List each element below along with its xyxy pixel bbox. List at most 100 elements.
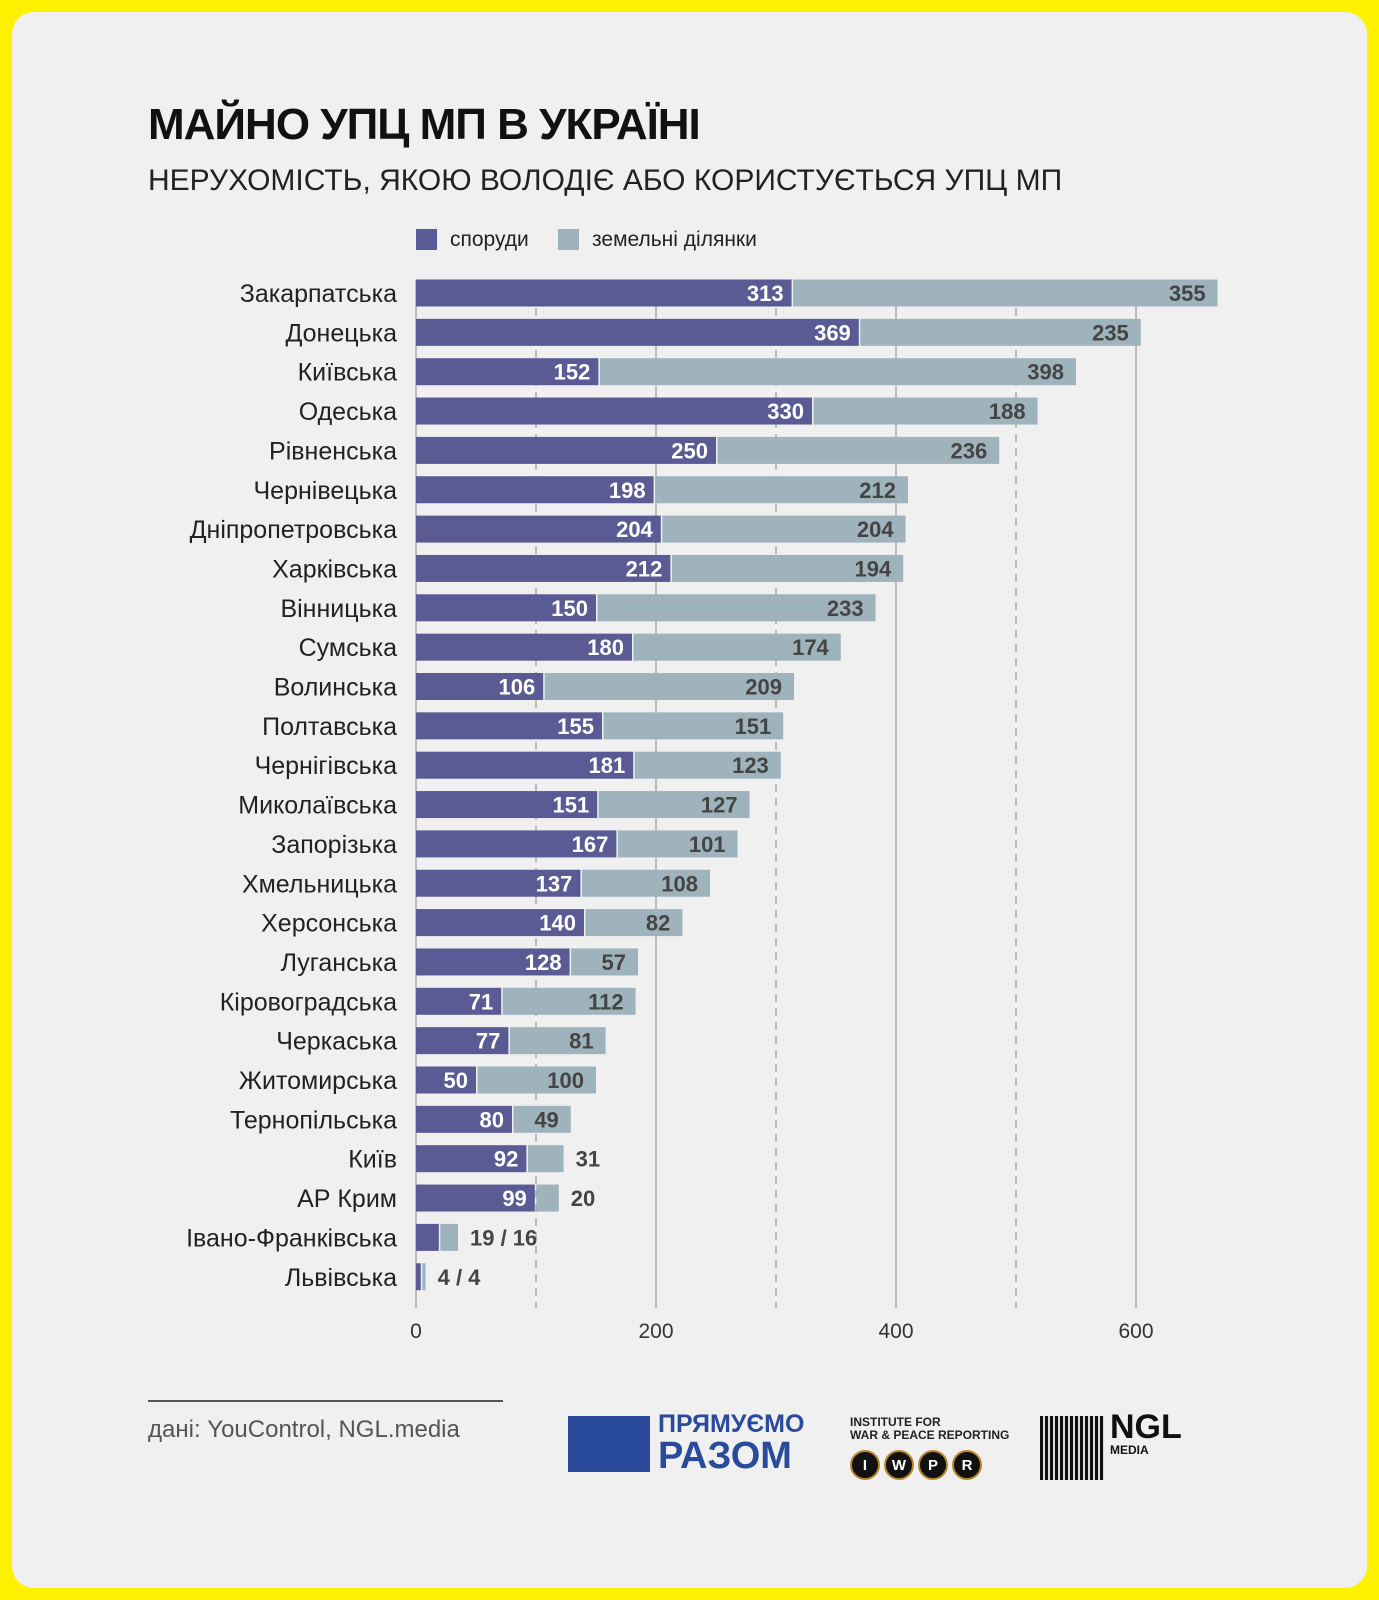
data-label-combined: 19 / 16	[470, 1225, 537, 1250]
category-label: Вінницька	[280, 595, 397, 623]
x-tick-label: 200	[638, 1320, 673, 1343]
category-label: Полтавська	[262, 713, 397, 741]
data-label-buildings: 198	[609, 478, 646, 503]
data-label-land: 194	[854, 556, 891, 581]
bar-land	[513, 1105, 571, 1133]
bar-land	[671, 554, 904, 582]
bar-land	[634, 751, 781, 779]
data-label-land: 209	[745, 675, 782, 700]
bar-land	[502, 987, 636, 1015]
data-label-buildings: 140	[539, 911, 576, 936]
data-label-buildings: 99	[502, 1186, 526, 1211]
data-label-land: 82	[646, 911, 670, 936]
data-label-buildings: 313	[747, 281, 784, 306]
bar-land	[662, 515, 906, 543]
bar-buildings	[416, 1066, 476, 1094]
iwpr-logo: INSTITUTE FOR WAR & PEACE REPORTING	[850, 1415, 1010, 1442]
bar-buildings	[416, 476, 654, 504]
category-label: Житомирська	[239, 1067, 397, 1095]
data-label-land: 127	[701, 793, 738, 818]
bar-land	[599, 358, 1076, 386]
category-label: Львівська	[285, 1264, 397, 1292]
legend-swatch-buildings	[416, 229, 437, 250]
data-label-buildings: 369	[814, 320, 851, 345]
category-label: Київ	[348, 1146, 397, 1174]
data-label-buildings: 155	[557, 714, 594, 739]
data-label-buildings: 152	[554, 360, 591, 385]
category-label: Харківська	[272, 555, 397, 583]
data-label-land: 151	[734, 714, 771, 739]
bar-buildings	[416, 554, 671, 582]
bar-land	[617, 830, 738, 858]
bar-land	[655, 476, 908, 504]
category-label: Одеська	[299, 398, 397, 426]
data-label-buildings: 330	[767, 399, 804, 424]
bar-buildings	[416, 1184, 535, 1212]
bar-land	[571, 948, 638, 976]
bar-land	[536, 1184, 559, 1212]
bar-buildings	[416, 358, 599, 386]
data-label-land: 81	[569, 1029, 593, 1054]
category-label: Дніпропетровська	[190, 516, 398, 544]
bar-buildings	[416, 948, 570, 976]
bar-buildings	[416, 791, 598, 819]
bar-land	[793, 279, 1218, 307]
bar-buildings	[416, 1223, 439, 1251]
iwpr-coins: I W P R	[850, 1450, 982, 1480]
legend-label-buildings: споруди	[450, 228, 529, 251]
bar-buildings	[416, 1027, 509, 1055]
bar-buildings	[416, 830, 617, 858]
bar-buildings	[416, 1263, 421, 1291]
bar-land	[717, 436, 1000, 464]
x-tick-label: 0	[410, 1320, 422, 1343]
bar-buildings	[416, 869, 581, 897]
bar-buildings	[416, 279, 792, 307]
data-label-buildings: 106	[498, 675, 535, 700]
data-label-buildings: 150	[551, 596, 588, 621]
data-label-land: 236	[950, 438, 987, 463]
category-label: Черкаська	[276, 1028, 397, 1056]
bar-buildings	[416, 594, 596, 622]
bar-buildings	[416, 397, 812, 425]
data-label-land: 112	[588, 989, 624, 1014]
bar-land	[527, 1145, 564, 1173]
bar-land	[585, 909, 683, 937]
data-label-land: 108	[661, 871, 698, 896]
legend-swatch-land	[558, 229, 579, 250]
data-label-buildings: 204	[616, 517, 653, 542]
bar-land	[581, 869, 710, 897]
bar-buildings	[416, 318, 859, 346]
x-tick-label: 600	[1118, 1320, 1153, 1343]
data-label-buildings: 181	[588, 753, 625, 778]
category-label: Кіровоградська	[220, 988, 397, 1016]
data-label-land: 355	[1169, 281, 1206, 306]
category-label: Київська	[298, 359, 397, 387]
data-label-buildings: 180	[587, 635, 624, 660]
bar-land	[598, 791, 750, 819]
category-label: Чернігівська	[255, 752, 398, 780]
bar-buildings	[416, 1145, 527, 1173]
iwpr-letter: W	[884, 1450, 914, 1480]
bar-land	[860, 318, 1141, 346]
bar-buildings	[416, 987, 502, 1015]
category-label: Миколаївська	[238, 792, 397, 820]
category-label: Чернівецька	[254, 477, 398, 505]
bar-land	[633, 633, 841, 661]
data-label-land: 233	[827, 596, 864, 621]
data-label-land: 31	[576, 1147, 600, 1172]
data-label-land: 174	[792, 635, 829, 660]
x-tick-label: 400	[878, 1320, 913, 1343]
data-label-land: 212	[859, 478, 896, 503]
data-label-combined: 4 / 4	[438, 1265, 482, 1290]
ngl-logo-mark	[1040, 1416, 1104, 1480]
data-label-land: 188	[989, 399, 1026, 424]
data-label-buildings: 128	[525, 950, 562, 975]
bar-buildings	[416, 673, 544, 700]
category-label: Закарпатська	[240, 280, 397, 308]
data-label-land: 204	[857, 517, 894, 542]
category-label: Запорізька	[271, 831, 397, 859]
data-label-buildings: 80	[480, 1107, 504, 1132]
data-label-land: 100	[547, 1068, 584, 1093]
eu-flag-logo	[568, 1416, 650, 1472]
bar-land	[422, 1263, 426, 1291]
